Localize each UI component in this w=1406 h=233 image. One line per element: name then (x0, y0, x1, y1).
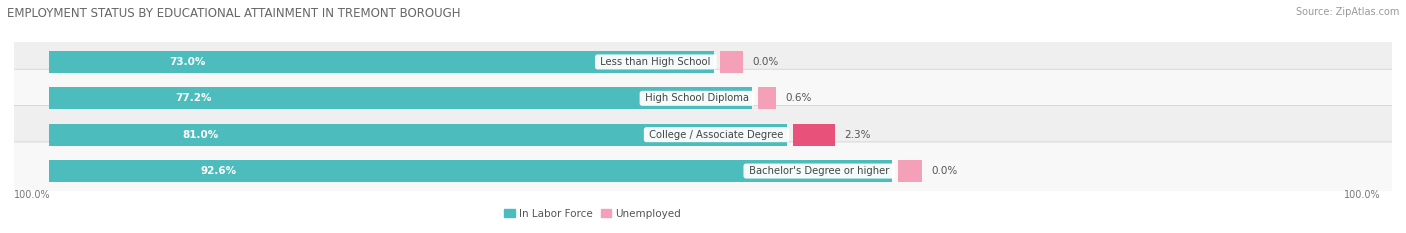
Text: Less than High School: Less than High School (598, 57, 714, 67)
Text: 73.0%: 73.0% (169, 57, 205, 67)
FancyBboxPatch shape (11, 106, 1395, 164)
Bar (793, 124, 835, 146)
Text: 92.6%: 92.6% (201, 166, 238, 176)
Bar (758, 87, 776, 109)
Text: 0.6%: 0.6% (785, 93, 811, 103)
Bar (49, 51, 714, 73)
Bar (49, 160, 893, 182)
Bar (49, 124, 787, 146)
Text: 77.2%: 77.2% (176, 93, 212, 103)
Text: 100.0%: 100.0% (1344, 190, 1381, 200)
Text: College / Associate Degree: College / Associate Degree (647, 130, 787, 140)
Bar (49, 87, 752, 109)
Text: Source: ZipAtlas.com: Source: ZipAtlas.com (1295, 7, 1399, 17)
Text: 81.0%: 81.0% (181, 130, 218, 140)
Bar (720, 51, 744, 73)
Text: 0.0%: 0.0% (931, 166, 957, 176)
Text: 2.3%: 2.3% (844, 130, 870, 140)
FancyBboxPatch shape (11, 142, 1395, 200)
Text: 100.0%: 100.0% (14, 190, 51, 200)
Text: High School Diploma: High School Diploma (643, 93, 752, 103)
FancyBboxPatch shape (11, 69, 1395, 127)
Text: 0.0%: 0.0% (752, 57, 779, 67)
Bar (898, 160, 922, 182)
Legend: In Labor Force, Unemployed: In Labor Force, Unemployed (501, 205, 686, 223)
Text: Bachelor's Degree or higher: Bachelor's Degree or higher (747, 166, 893, 176)
FancyBboxPatch shape (11, 33, 1395, 91)
Text: EMPLOYMENT STATUS BY EDUCATIONAL ATTAINMENT IN TREMONT BOROUGH: EMPLOYMENT STATUS BY EDUCATIONAL ATTAINM… (7, 7, 461, 20)
